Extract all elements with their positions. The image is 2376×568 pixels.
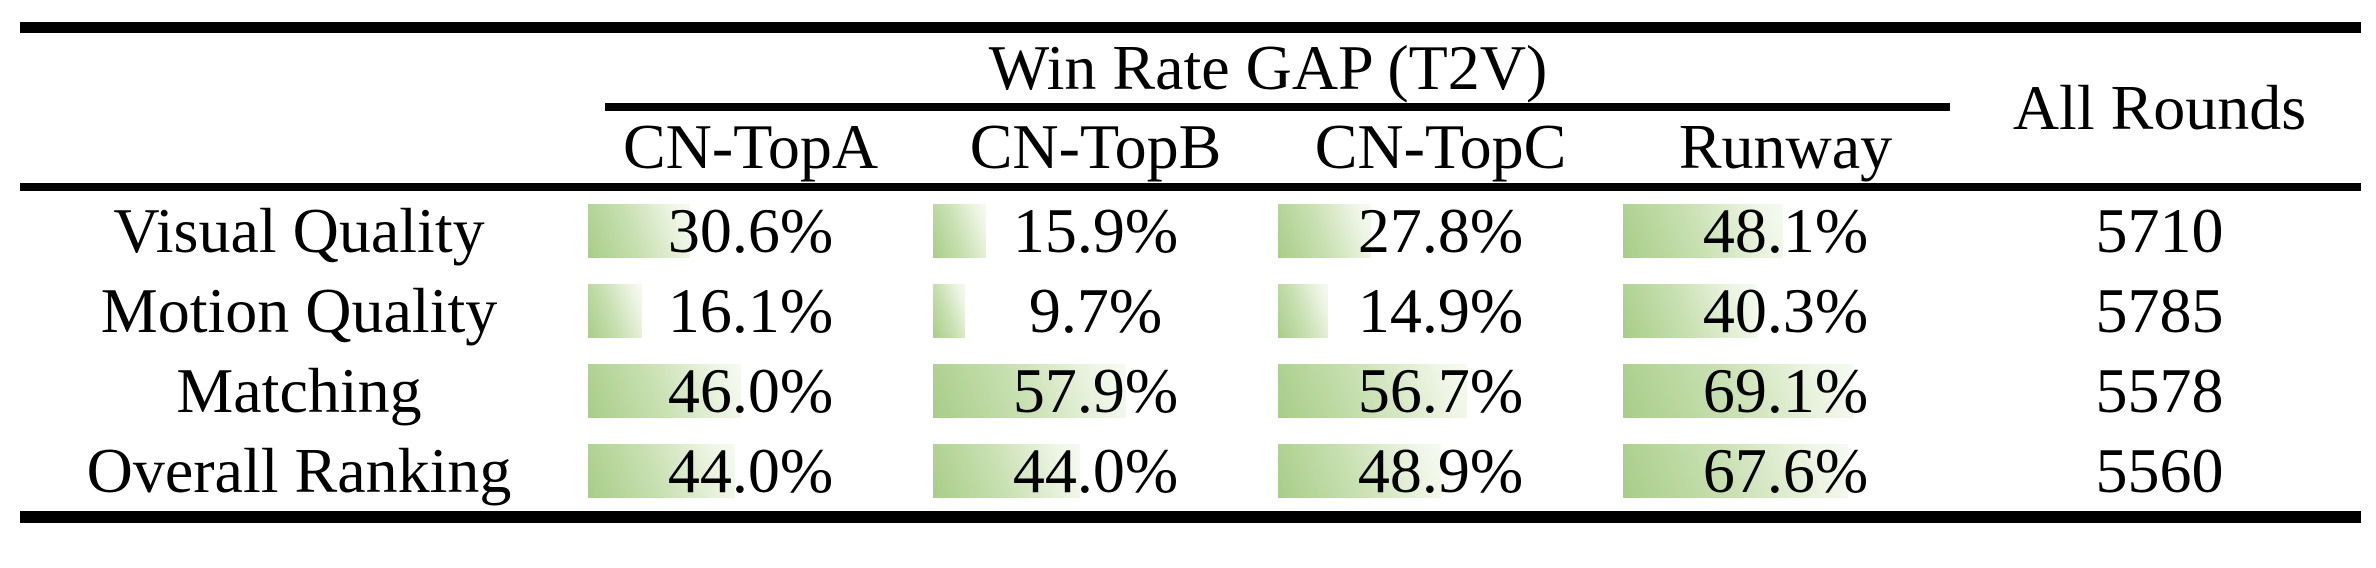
table-row-motion-quality: Motion Quality 16.1% 9.7% 14.9% 40.3% 57… xyxy=(20,271,2361,351)
win-rate-bar xyxy=(1278,204,1371,258)
win-rate-table: Win Rate GAP (T2V) CN-TopA CN-TopB CN-To… xyxy=(20,22,2361,523)
win-rate-value: 44.0% xyxy=(667,435,834,506)
win-rate-value: 48.1% xyxy=(1702,195,1869,266)
all-rounds-value: 5560 xyxy=(2095,435,2224,506)
table-header: Win Rate GAP (T2V) CN-TopA CN-TopB CN-To… xyxy=(20,33,2361,183)
win-rate-value: 57.9% xyxy=(1012,355,1179,426)
win-rate-bar xyxy=(1278,284,1328,338)
row-label: Matching xyxy=(176,355,422,426)
row-label: Visual Quality xyxy=(113,195,485,266)
win-rate-cell: 30.6% xyxy=(578,191,923,271)
win-rate-bar xyxy=(1278,364,1467,418)
row-label: Overall Ranking xyxy=(86,435,512,506)
win-rate-cell: 69.1% xyxy=(1613,351,1958,431)
win-rate-cell: 9.7% xyxy=(923,271,1268,351)
win-rate-bar xyxy=(933,444,1080,498)
win-rate-cell: 57.9% xyxy=(923,351,1268,431)
column-header-all-rounds: All Rounds xyxy=(2012,72,2307,143)
win-rate-cell: 48.1% xyxy=(1613,191,1958,271)
table-body: Visual Quality 30.6% 15.9% 27.8% 48.1% 5… xyxy=(20,191,2361,511)
win-rate-bar xyxy=(588,284,642,338)
win-rate-bar xyxy=(933,204,986,258)
win-rate-cell: 44.0% xyxy=(923,431,1268,511)
win-rate-cell: 56.7% xyxy=(1268,351,1613,431)
win-rate-cell: 48.9% xyxy=(1268,431,1613,511)
win-rate-cell: 40.3% xyxy=(1613,271,1958,351)
win-rate-bar xyxy=(933,364,1126,418)
table-row-visual-quality: Visual Quality 30.6% 15.9% 27.8% 48.1% 5… xyxy=(20,191,2361,271)
win-rate-bar xyxy=(1278,444,1441,498)
win-rate-bar xyxy=(1623,444,1849,498)
win-rate-bar xyxy=(1623,284,1758,338)
header-bottom-rule xyxy=(20,183,2361,191)
win-rate-cell: 15.9% xyxy=(923,191,1268,271)
group-header-title: Win Rate GAP (T2V) xyxy=(988,32,1548,103)
win-rate-value: 56.7% xyxy=(1357,355,1524,426)
table-bottom-rule xyxy=(20,511,2361,523)
row-label: Motion Quality xyxy=(100,275,498,346)
win-rate-value: 14.9% xyxy=(1357,275,1524,346)
table-row-matching: Matching 46.0% 57.9% 56.7% 69.1% 5578 xyxy=(20,351,2361,431)
table-row-overall-ranking: Overall Ranking 44.0% 44.0% 48.9% 67.6% … xyxy=(20,431,2361,511)
win-rate-value: 69.1% xyxy=(1702,355,1869,426)
all-rounds-value: 5578 xyxy=(2095,355,2224,426)
win-rate-bar xyxy=(588,204,690,258)
win-rate-value: 9.7% xyxy=(1028,275,1163,346)
win-rate-bar xyxy=(588,444,735,498)
win-rate-bar xyxy=(933,284,966,338)
group-header-underline xyxy=(605,103,1950,111)
win-rate-value: 46.0% xyxy=(667,355,834,426)
win-rate-cell: 67.6% xyxy=(1613,431,1958,511)
column-header-cn-topa: CN-TopA xyxy=(622,111,879,182)
win-rate-value: 40.3% xyxy=(1702,275,1869,346)
win-rate-value: 15.9% xyxy=(1012,195,1179,266)
table-top-rule xyxy=(20,22,2361,33)
win-rate-value: 44.0% xyxy=(1012,435,1179,506)
win-rate-bar xyxy=(1623,364,1854,418)
column-header-cn-topb: CN-TopB xyxy=(969,111,1222,182)
all-rounds-value: 5710 xyxy=(2095,195,2224,266)
win-rate-value: 48.9% xyxy=(1357,435,1524,506)
win-rate-cell: 46.0% xyxy=(578,351,923,431)
win-rate-cell: 44.0% xyxy=(578,431,923,511)
win-rate-value: 67.6% xyxy=(1702,435,1869,506)
win-rate-bar xyxy=(588,364,742,418)
win-rate-cell: 27.8% xyxy=(1268,191,1613,271)
win-rate-bar xyxy=(1623,204,1784,258)
win-rate-value: 27.8% xyxy=(1357,195,1524,266)
win-rate-cell: 16.1% xyxy=(578,271,923,351)
win-rate-cell: 14.9% xyxy=(1268,271,1613,351)
win-rate-value: 16.1% xyxy=(667,275,834,346)
win-rate-value: 30.6% xyxy=(667,195,834,266)
column-header-runway: Runway xyxy=(1678,111,1893,182)
column-header-cn-topc: CN-TopC xyxy=(1314,111,1567,182)
all-rounds-value: 5785 xyxy=(2095,275,2224,346)
